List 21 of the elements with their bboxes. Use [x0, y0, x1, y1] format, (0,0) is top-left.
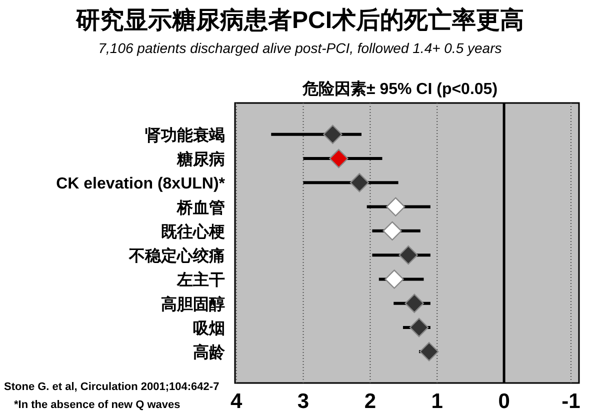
- title: 研究显示糖尿病患者PCI术后的死亡率更高: [76, 7, 524, 34]
- annotation: Stone G. et al, Circulation 2001;104:642-7: [4, 381, 220, 393]
- ytick: 糖尿病: [177, 152, 225, 169]
- ytick: 不稳定心绞痛: [129, 248, 225, 266]
- xlabel: 危险因素± 95% CI (p<0.05): [302, 81, 498, 98]
- xtick: 1: [431, 390, 443, 413]
- annotation: *In the absence of new Q waves: [14, 399, 180, 411]
- ytick: CK elevation (8xULN)*: [56, 176, 225, 193]
- ytick: 高胆固醇: [161, 296, 225, 314]
- xtick: 4: [230, 390, 242, 413]
- ytick: 既往心梗: [161, 224, 225, 241]
- xtick: 2: [364, 390, 376, 413]
- xtick: 0: [498, 390, 510, 413]
- xtick: 3: [297, 390, 310, 413]
- ytick: 肾功能衰竭: [145, 127, 225, 144]
- ytick: 桥血管: [177, 200, 225, 217]
- xtick: -1: [562, 390, 580, 413]
- ytick: 左主干: [177, 272, 225, 290]
- subtitle: 7,106 patients discharged alive post-PCI, followed 1.4+ 0.5 years: [98, 40, 502, 56]
- ytick: 吸烟: [193, 320, 225, 338]
- ytick: 高龄: [193, 344, 225, 362]
